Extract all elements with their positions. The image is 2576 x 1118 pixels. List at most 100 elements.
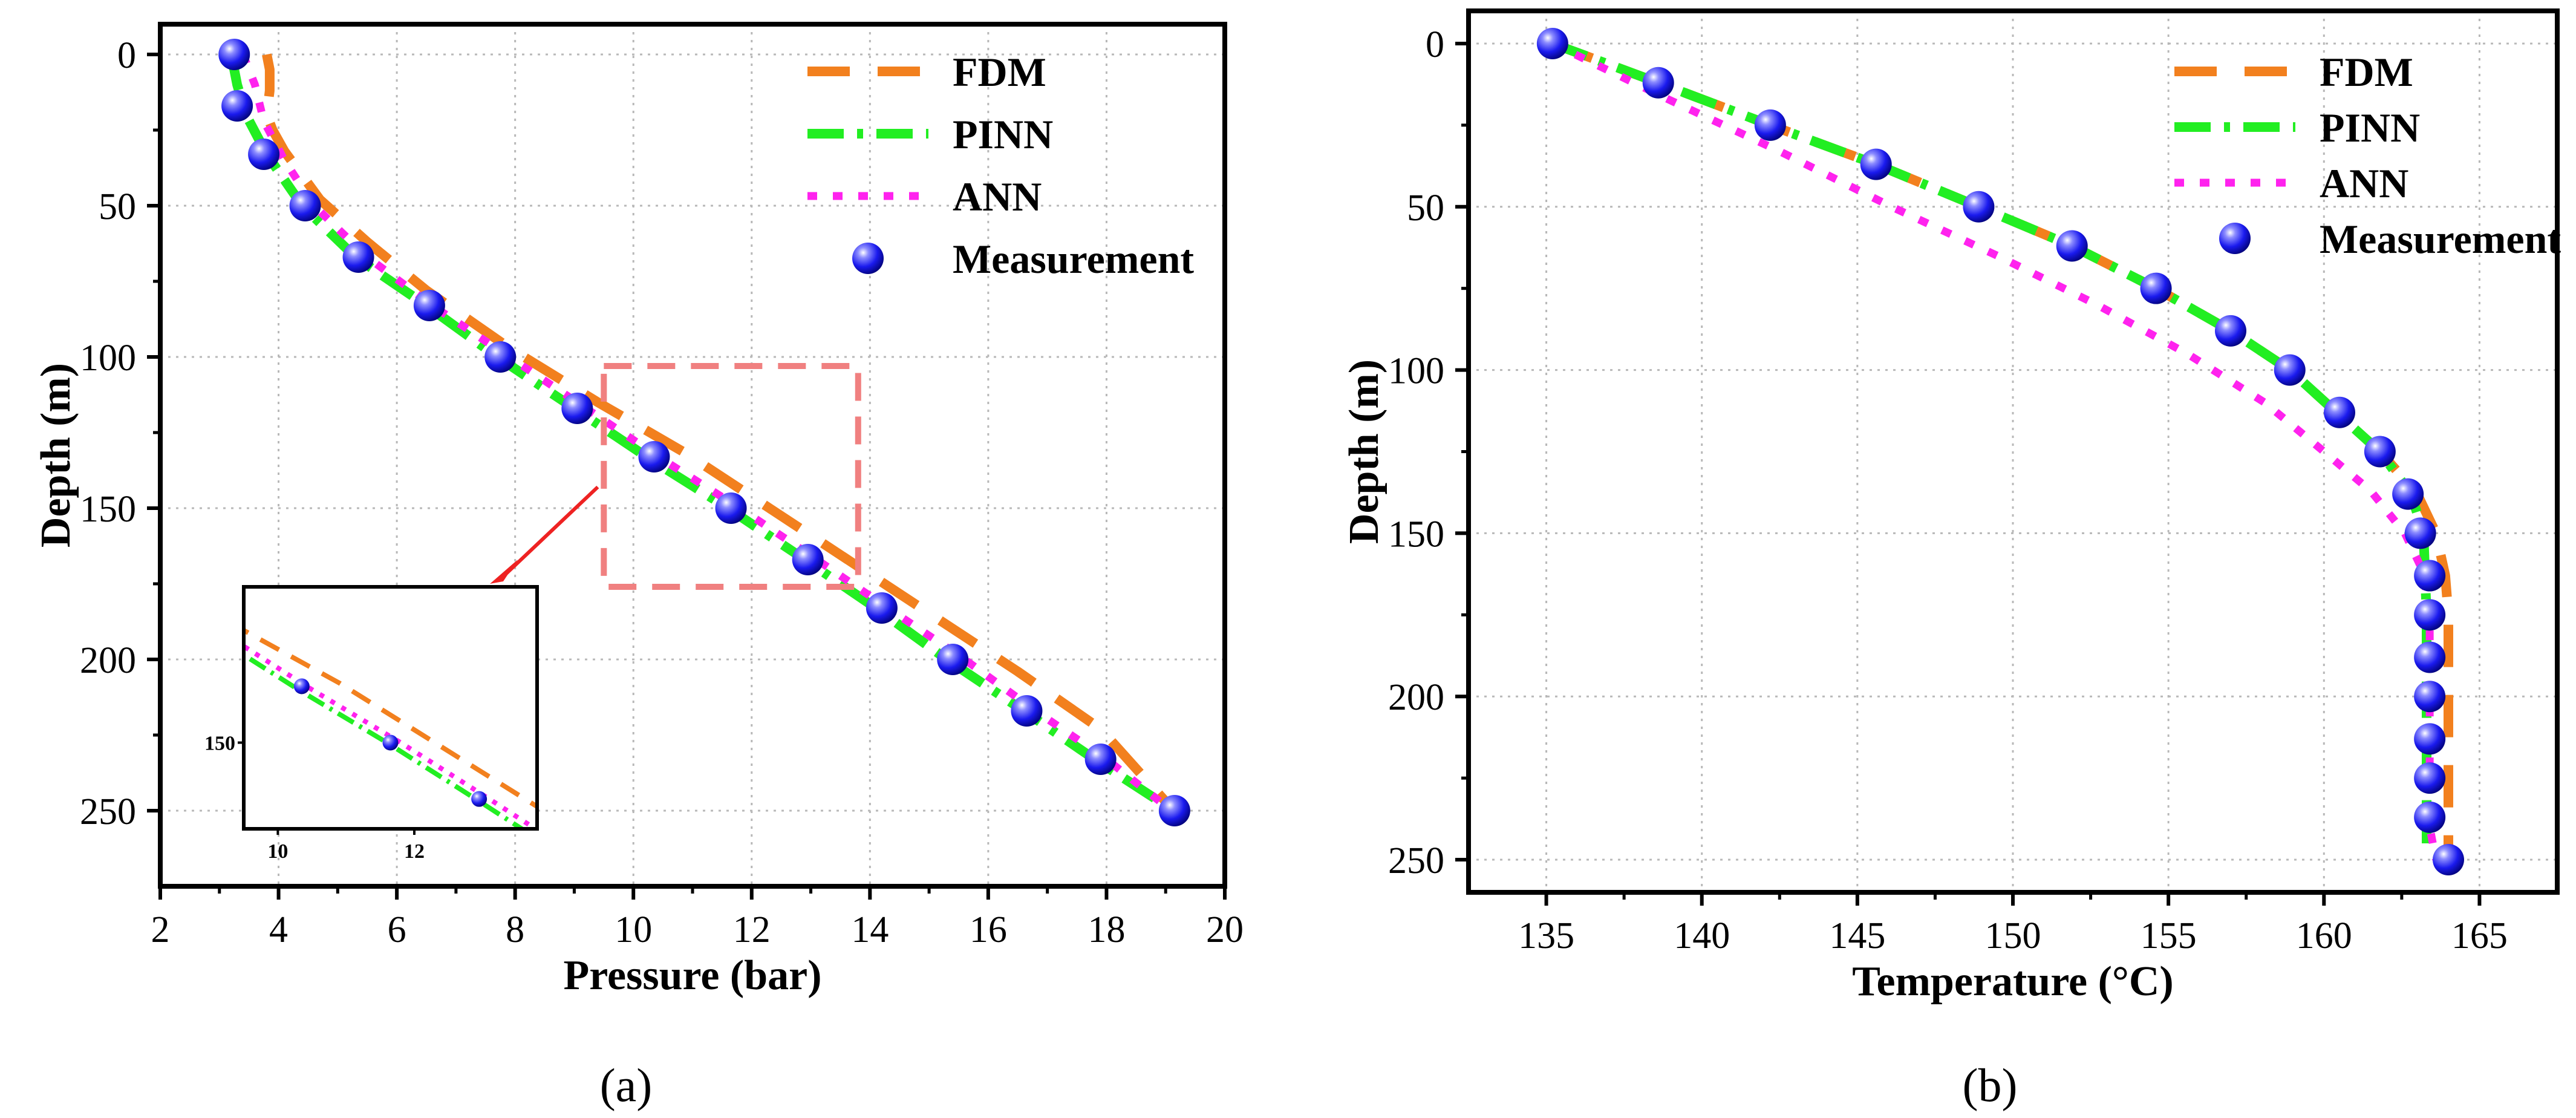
y-tick-label: 50 [99,186,136,227]
measurement-point [221,90,253,122]
x-axis-label: Pressure (bar) [563,952,821,999]
measurement-point [1084,744,1117,775]
inset-measurement-point [809,1010,824,1025]
plot-area [218,39,1190,826]
x-tick-label: 2 [151,909,170,950]
inset-measurement-point [293,678,310,695]
x-axis-label: Temperature (°C) [1852,958,2174,1005]
chart-panel-temperature: 135 140 145 150 155 160 165 0 50 100 150 200 250 Temp… [1341,8,2561,1005]
measurement-point [866,592,898,624]
legend-label-ann: ANN [2320,160,2408,206]
measurement-point [1963,191,1995,223]
plot-frame [158,22,1227,889]
x-tick-label: 160 [2296,915,2352,956]
x-tick-label: 135 [1518,915,1574,956]
inset-measurement-point [556,844,572,860]
measurement-point [2414,641,2446,673]
legend-marker-measurement [852,243,884,274]
x-tick-label: 140 [1674,915,1730,956]
x-tick-label: 18 [1087,909,1125,950]
y-tick-label: 100 [80,338,136,379]
measurement-point [2433,844,2464,876]
y-tick-label: 0 [117,35,136,76]
measurement-point [2414,599,2446,631]
x-tick-label: 8 [506,909,524,950]
measurement-point [561,393,593,424]
series-line-pinn [1551,39,2431,844]
inset-measurement-point [894,1066,910,1082]
plot-area [1536,27,2464,876]
y-tick-label: 200 [1388,677,1444,718]
measurement-point [342,241,374,273]
caption-a: (a) [600,1059,653,1111]
measurement-point [218,39,250,70]
legend-label-ann: ANN [953,174,1042,220]
plot-frame [1466,8,2560,895]
y-tick-label: 150 [1388,514,1444,555]
x-tick-label: 6 [388,909,406,950]
x-tick-label: 14 [851,909,889,950]
inset-plot-area [117,569,910,1082]
measurement-point [715,492,747,524]
zoom-arrowhead [490,560,518,584]
legend-label-fdm: FDM [2320,49,2413,95]
measurement-point [2324,396,2355,428]
measurement-point [1860,148,1892,180]
y-tick-label: 0 [1426,24,1444,65]
x-tick-label: 165 [2451,915,2508,956]
measurement-point [2392,478,2424,510]
inset-x-tick-label: 10 [267,840,288,863]
inset-measurement-point [205,626,221,641]
legend-label-measurement: Measurement [2320,216,2561,262]
measurement-point [289,190,321,221]
legend-label-fdm: FDM [953,49,1046,95]
measurement-point [2056,230,2088,262]
inset-measurement-point [471,791,487,807]
measurement-point [2364,436,2396,468]
x-tick-label: 10 [615,909,652,950]
measurement-point [2140,272,2172,304]
y-tick-label: 150 [80,489,136,530]
measurement-point [1158,795,1190,826]
y-axis-label: Depth (m) [1341,359,1387,544]
measurement-point [248,139,280,170]
measurement-point [1642,67,1674,99]
legend-label-measurement: Measurement [953,236,1194,282]
y-tick-label: 50 [1407,188,1444,229]
series-line-fdm [1551,39,2453,860]
measurement-point [2414,801,2446,833]
measurement-point [2215,315,2246,347]
inset-measurement-point [117,569,132,585]
legend-label-pinn: PINN [2320,105,2420,151]
inset-x-tick-label: 12 [404,840,425,863]
measurement-point [2414,762,2446,794]
measurement-point [1754,109,1786,141]
legend-marker-measurement [2219,223,2251,254]
measurement-point [792,544,824,575]
inset-frame [242,585,539,831]
y-tick-label: 200 [80,640,136,681]
inset-zoom: 10 12 150 [117,569,910,1082]
measurement-point [2404,517,2436,549]
chart-panel-pressure: 2 4 6 8 10 12 14 16 18 20050100150200250Pressure … [33,22,1244,1082]
measurement-point [2414,560,2446,592]
x-tick-label: 12 [733,909,771,950]
zoom-arrow [503,485,599,577]
series-line-fdm [262,53,1170,805]
measurement-point [2414,681,2446,713]
caption-b: (b) [1963,1059,2018,1111]
measurement-point [2274,354,2306,386]
measurement-point [1011,695,1043,727]
measurement-point [484,341,517,373]
measurement-point [937,644,969,675]
measurement-point [413,290,445,321]
zoom-region-box [601,363,861,590]
inset-measurement-point [382,734,399,751]
legend-label-pinn: PINN [953,111,1053,157]
series-line-ann [1551,40,2440,861]
y-tick-label: 250 [1388,840,1444,881]
x-tick-label: 16 [970,909,1007,950]
y-axis-label: Depth (m) [33,363,79,548]
measurement-point [638,441,670,472]
